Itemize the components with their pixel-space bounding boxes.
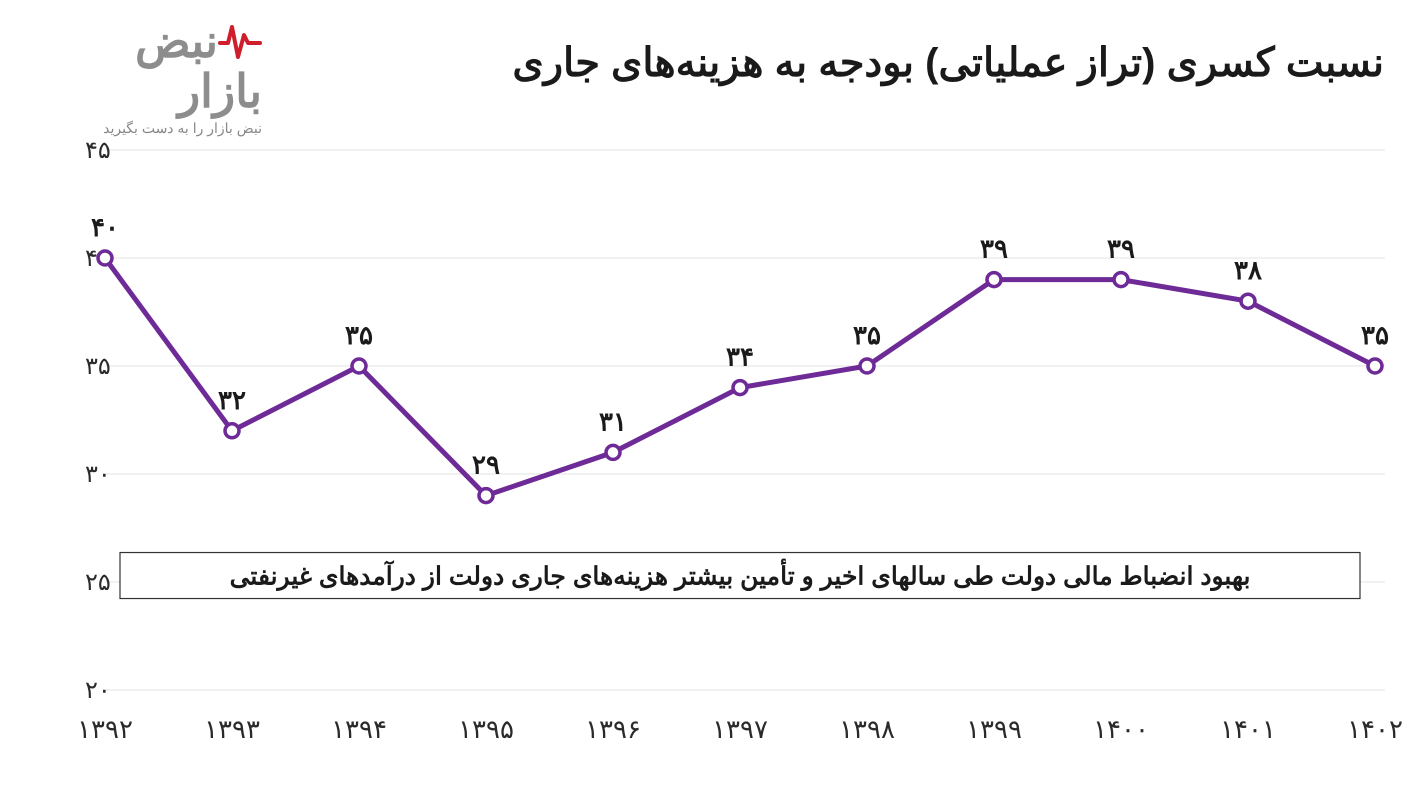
point-label: ۳۸ <box>1234 255 1262 285</box>
chart-area: ۲۰۲۵۳۰۳۵۴۰۴۵۴۰۳۲۳۵۲۹۳۱۳۴۳۵۳۹۳۹۳۸۳۵۱۳۹۲۱۳… <box>35 130 1384 763</box>
x-tick-label: ۱۴۰۰ <box>1093 714 1149 744</box>
data-point <box>98 251 112 265</box>
point-label: ۳۱ <box>599 406 627 436</box>
point-label: ۳۵ <box>853 320 881 350</box>
annotation-text: بهبود انضباط مالی دولت طی سالهای اخیر و … <box>230 557 1251 592</box>
data-point <box>987 273 1001 287</box>
point-label: ۲۹ <box>472 450 500 480</box>
data-point <box>860 359 874 373</box>
data-point <box>733 381 747 395</box>
chart-container: نبض بازار نبض بازار را به دست بگیرید نسب… <box>0 0 1419 793</box>
y-tick-label: ۳۵ <box>85 353 111 380</box>
x-tick-label: ۱۴۰۲ <box>1347 714 1403 744</box>
data-point <box>479 489 493 503</box>
point-label: ۳۴ <box>726 342 754 372</box>
point-label: ۳۹ <box>980 234 1008 264</box>
point-label: ۳۲ <box>218 385 246 415</box>
data-point <box>352 359 366 373</box>
chart-title: نسبت کسری (تراز عملیاتی) بودجه به هزینه‌… <box>512 40 1384 86</box>
brand-logo: نبض بازار نبض بازار را به دست بگیرید <box>42 18 262 98</box>
x-tick-label: ۱۳۹۳ <box>204 714 260 744</box>
x-tick-label: ۱۳۹۲ <box>77 714 133 744</box>
data-point <box>606 445 620 459</box>
y-tick-label: ۴۵ <box>85 137 111 164</box>
x-tick-label: ۱۳۹۸ <box>839 714 895 744</box>
data-point <box>1114 273 1128 287</box>
y-tick-label: ۲۵ <box>85 569 111 596</box>
pulse-icon <box>218 21 262 68</box>
point-label: ۳۹ <box>1107 234 1135 264</box>
x-tick-label: ۱۳۹۶ <box>585 714 641 744</box>
y-tick-label: ۳۰ <box>85 461 111 488</box>
point-label: ۳۵ <box>1361 320 1389 350</box>
line-chart: ۲۰۲۵۳۰۳۵۴۰۴۵۴۰۳۲۳۵۲۹۳۱۳۴۳۵۳۹۳۹۳۸۳۵۱۳۹۲۱۳… <box>35 130 1384 763</box>
data-line <box>105 258 1375 496</box>
data-point <box>225 424 239 438</box>
point-label: ۳۵ <box>345 320 373 350</box>
point-label: ۴۰ <box>91 212 119 242</box>
y-tick-label: ۲۰ <box>85 677 111 704</box>
data-point <box>1368 359 1382 373</box>
x-tick-label: ۱۳۹۴ <box>331 714 387 744</box>
logo-main-text: نبض بازار <box>42 18 262 114</box>
x-tick-label: ۱۴۰۱ <box>1220 714 1276 744</box>
x-tick-label: ۱۳۹۷ <box>712 714 768 744</box>
data-point <box>1241 294 1255 308</box>
x-tick-label: ۱۳۹۵ <box>458 714 514 744</box>
x-tick-label: ۱۳۹۹ <box>966 714 1022 744</box>
